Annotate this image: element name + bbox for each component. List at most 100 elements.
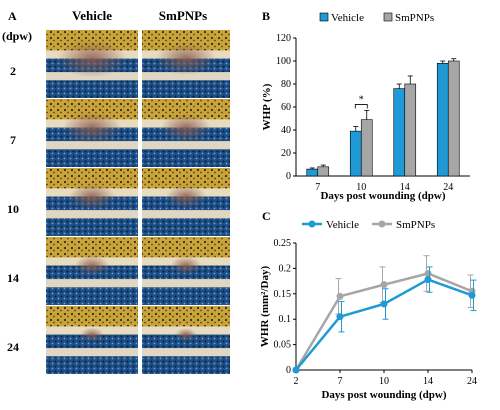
photo-cell	[142, 237, 230, 305]
row-label: 14	[7, 271, 19, 285]
y-tick-label: 100	[276, 56, 291, 67]
photo-band-light	[142, 210, 230, 219]
point-vehicle	[292, 366, 300, 374]
y-tick-label: 60	[281, 102, 291, 113]
bar-smpnps	[404, 83, 417, 177]
photo-cell	[142, 306, 230, 374]
unit-label: (dpw)	[2, 29, 32, 43]
legend-swatch-smpnps	[383, 12, 393, 22]
panel-c-letter: C	[262, 209, 271, 223]
legend-label-vehicle: Vehicle	[331, 12, 364, 24]
y-tick-label: 0.05	[274, 340, 292, 351]
photo-band-light	[46, 210, 138, 219]
wound-area	[165, 184, 207, 209]
bar-vehicle	[393, 88, 406, 177]
y-tick-label: 0.2	[279, 263, 292, 274]
wound-area	[170, 256, 202, 275]
x-tick-label: 7	[315, 182, 320, 193]
bar-smpnps	[447, 60, 460, 177]
panel-b: B Vehicle SmPNPs 0 20 40 60 80 100 120 7 10 14 24 * WH…	[261, 9, 470, 202]
photo-cell	[46, 168, 138, 236]
wound-area	[62, 111, 122, 144]
photo-cell	[142, 99, 230, 167]
photo-band-bottom	[46, 287, 138, 305]
wound-area	[80, 327, 104, 342]
x-tick-label: 24	[443, 182, 453, 193]
legend: Vehicle SmPNPs	[319, 12, 434, 24]
row-label: 2	[10, 64, 16, 78]
photo-cell	[46, 30, 138, 98]
panel-a: A Vehicle SmPNPs (dpw) 2 7 10 14 24	[2, 8, 230, 374]
photo-band-bottom	[142, 287, 230, 305]
y-tick-label: 0	[286, 365, 291, 376]
bar-chart: Vehicle SmPNPs 0 20 40 60 80 100 120 7 10 14 24 * WHP …	[261, 12, 470, 202]
y-axis-title: WHP (%)	[261, 83, 273, 130]
x-tick-label: 14	[400, 182, 410, 193]
legend-label-smpnps: SmPNPs	[395, 12, 434, 24]
x-axis-title: Days post wounding (dpw)	[320, 190, 445, 202]
photo-band-light	[142, 348, 230, 357]
point-vehicle	[380, 300, 388, 308]
photo-band-top	[46, 99, 138, 120]
bar-vehicle	[306, 168, 319, 177]
row-label: 10	[7, 202, 19, 216]
photo-cell	[46, 237, 138, 305]
photo-cell	[142, 30, 230, 98]
photo-cell	[46, 306, 138, 374]
x-tick-label: 14	[423, 376, 433, 387]
photo-band-light	[46, 279, 138, 288]
y-tick-label: 120	[276, 33, 291, 44]
row-label: 24	[7, 340, 19, 354]
photo-band-bottom	[46, 80, 138, 98]
bar-smpnps	[317, 166, 330, 177]
y-tick-label: 20	[281, 148, 291, 159]
row-label: 7	[10, 133, 16, 147]
photo-band-top	[142, 30, 230, 51]
photo-cell	[142, 168, 230, 236]
panel-a-letter: A	[8, 9, 17, 23]
significance-bracket	[354, 104, 368, 109]
y-tick-label: 40	[281, 125, 291, 136]
point-vehicle	[336, 313, 344, 321]
bar-vehicle	[349, 130, 362, 177]
x-tick-label: 7	[338, 376, 343, 387]
wound-area	[68, 183, 116, 210]
point-smpnps	[336, 292, 344, 300]
point-vehicle	[424, 276, 432, 284]
y-tick-label: 0.1	[279, 314, 292, 325]
photo-band-light	[46, 348, 138, 357]
photo-band-bottom	[46, 218, 138, 236]
legend-swatch-vehicle	[319, 12, 329, 22]
legend-label-vehicle: Vehicle	[326, 219, 359, 231]
point-smpnps	[424, 269, 432, 277]
y-tick-label: 80	[281, 79, 291, 90]
y-tick-label: 0.15	[274, 289, 292, 300]
photo-band-top	[46, 168, 138, 189]
wound-area	[74, 255, 110, 276]
photo-band-light	[142, 141, 230, 150]
bar-vehicle	[436, 62, 449, 177]
photo-band-top	[142, 237, 230, 258]
photo-band-bottom	[46, 356, 138, 374]
photo-band-top	[142, 306, 230, 327]
panel-c: C Vehicle SmPNPs 0 0.05 0.1 0.15 0.2 0.25 2 7 10 14…	[259, 209, 477, 401]
bar-smpnps	[360, 119, 373, 177]
x-tick-label: 10	[356, 182, 366, 193]
photo-band-top	[46, 306, 138, 327]
wound-area	[175, 328, 197, 342]
wound-area	[160, 113, 212, 142]
photo-cell	[46, 99, 138, 167]
photo-band-bottom	[46, 149, 138, 167]
photo-band-top	[46, 237, 138, 258]
legend-marker-vehicle	[308, 220, 316, 228]
row-labels: 2 7 10 14 24	[7, 64, 19, 354]
x-tick-label: 10	[379, 376, 389, 387]
point-vehicle	[468, 291, 476, 299]
point-smpnps	[380, 281, 388, 289]
wound-area	[156, 41, 216, 76]
legend: Vehicle SmPNPs	[302, 219, 435, 231]
photo-band-light	[142, 72, 230, 81]
photo-band-bottom	[142, 218, 230, 236]
photo-band-bottom	[142, 80, 230, 98]
